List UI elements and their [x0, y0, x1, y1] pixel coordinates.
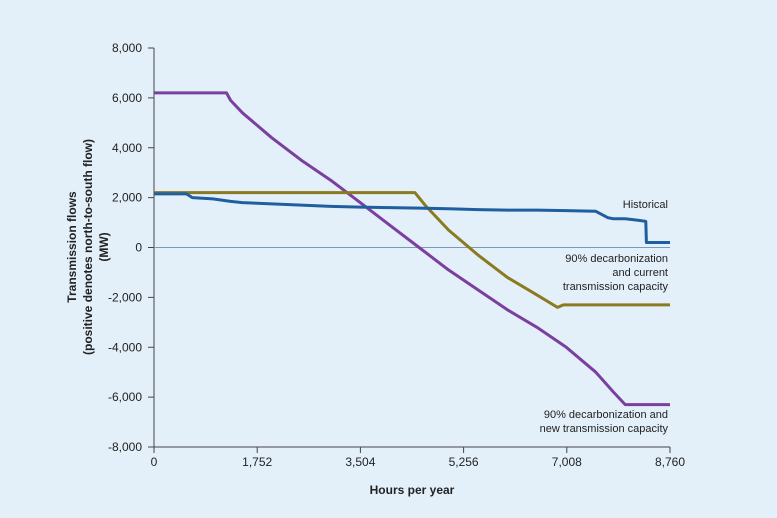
x-tick-label: 8,760 [655, 455, 685, 469]
ticks: 8,000 6,000 4,000 2,000 0 -2,000 -4,000 -6,000 -… [108, 41, 685, 469]
y-axis-title-line-2: (positive denotes north-to-south flow) [81, 139, 95, 355]
annotation-current-line-2: and current [612, 267, 668, 279]
series-line-historical [154, 192, 670, 244]
y-tick-label: 2,000 [112, 191, 142, 205]
series-line-current [154, 191, 670, 309]
y-tick-label: -6,000 [108, 390, 142, 404]
annotations: 90% decarbonization and new transmission … [540, 199, 669, 435]
annotation-new-line-2: new transmission capacity [540, 423, 669, 435]
y-tick-label: 8,000 [112, 41, 142, 55]
y-tick-label: -4,000 [108, 340, 142, 354]
annotation-historical-line-1: Historical [623, 199, 668, 211]
series [154, 91, 670, 407]
axes [153, 48, 670, 448]
y-tick-label: 6,000 [112, 91, 142, 105]
y-axis-title-line-3: (MW) [97, 232, 111, 261]
x-tick-label: 0 [151, 455, 158, 469]
y-axis-title-line-1: Transmission flows [65, 191, 79, 303]
x-tick-label: 3,504 [345, 455, 375, 469]
y-tick-label: -2,000 [108, 290, 142, 304]
x-tick-label: 1,752 [242, 455, 272, 469]
y-tick-label: 4,000 [112, 141, 142, 155]
annotation-new-line-1: 90% decarbonization and [544, 409, 668, 421]
y-tick-label: -8,000 [108, 440, 142, 454]
annotation-current-line-3: transmission capacity [563, 281, 669, 293]
x-tick-label: 7,008 [552, 455, 582, 469]
series-line-new [154, 91, 670, 407]
annotation-current-line-1: 90% decarbonization [565, 253, 668, 265]
y-tick-label: 0 [135, 241, 142, 255]
x-tick-label: 5,256 [449, 455, 479, 469]
x-axis-title: Hours per year [370, 483, 455, 497]
y-axis-title: Transmission flows (positive denotes nor… [65, 139, 111, 355]
